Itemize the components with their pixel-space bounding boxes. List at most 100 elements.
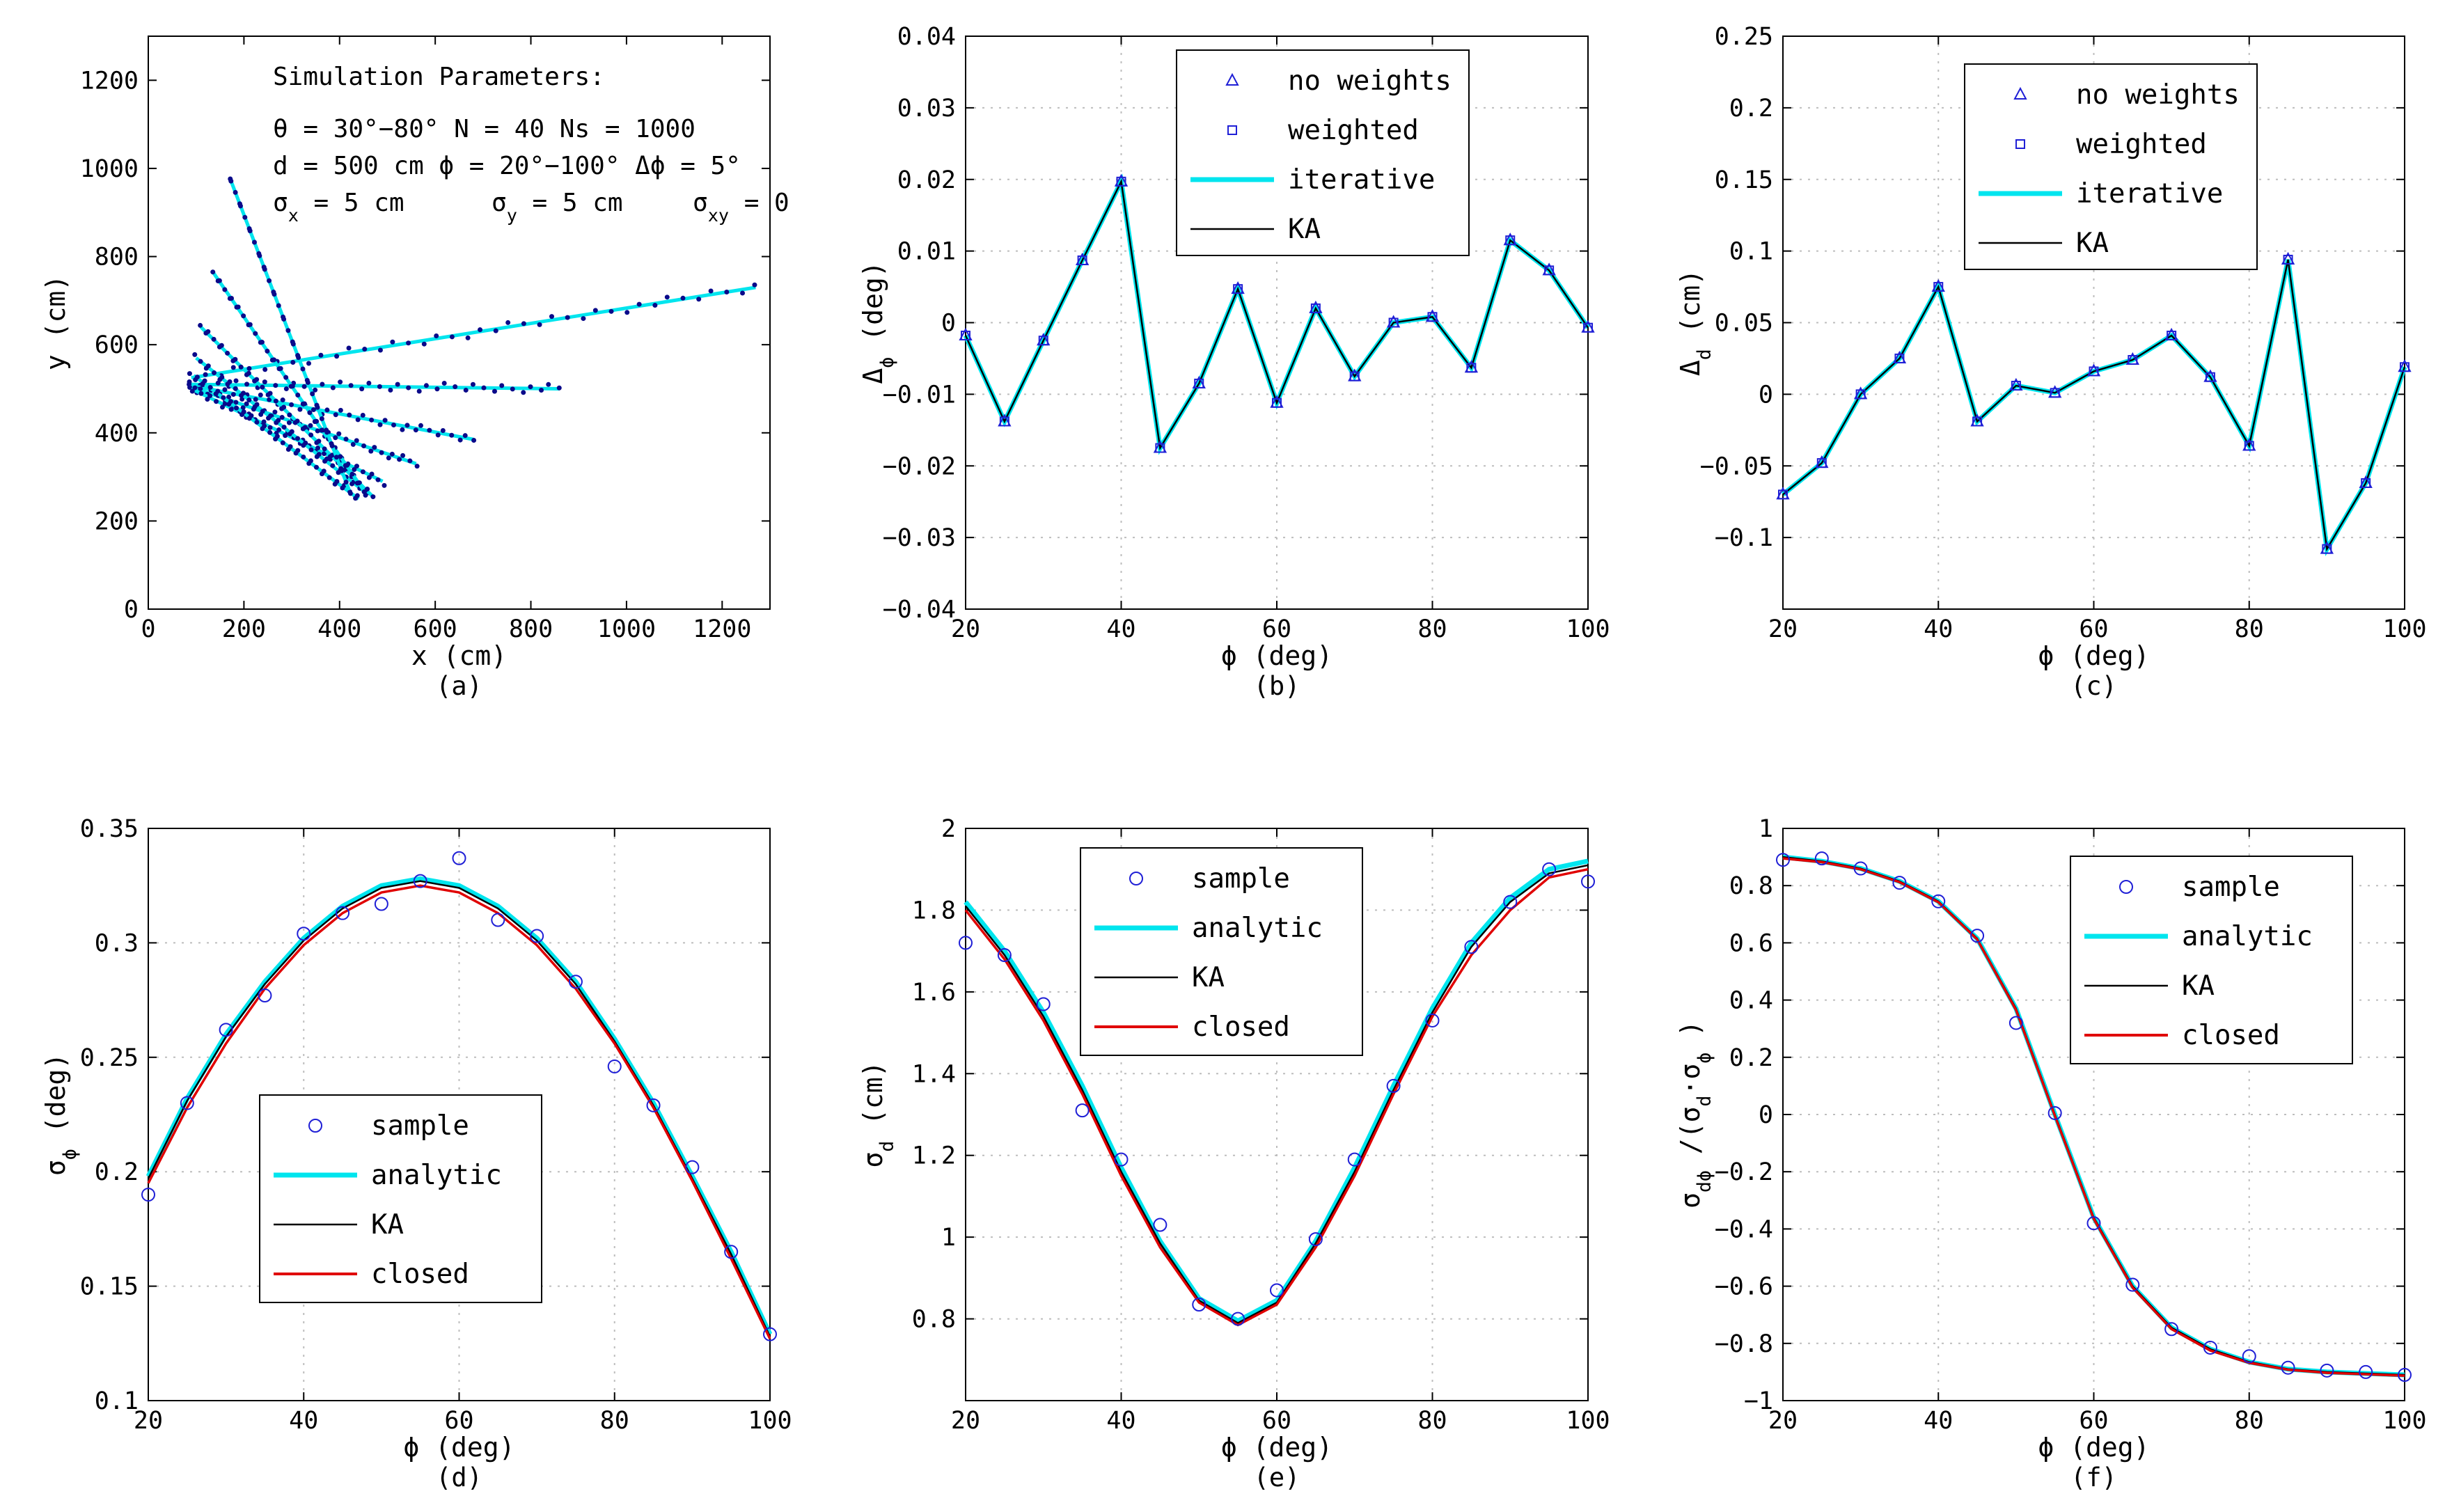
track-line bbox=[191, 285, 756, 380]
panel-caption: (e) bbox=[1254, 1463, 1300, 1493]
track-point bbox=[290, 384, 295, 389]
marker-no-weights bbox=[1075, 252, 1090, 265]
x-axis-label: ϕ (deg) bbox=[2038, 1432, 2149, 1463]
legend-label: KA bbox=[1288, 214, 1321, 245]
y-tick-label: 1.4 bbox=[912, 1060, 956, 1088]
marker-no-weights bbox=[1464, 360, 1479, 373]
legend-marker-triangle bbox=[2013, 86, 2027, 100]
legend-box bbox=[1176, 49, 1470, 256]
legend-label: analytic bbox=[2182, 921, 2313, 952]
track-point bbox=[259, 340, 265, 345]
x-axis-label: ϕ (deg) bbox=[1221, 640, 1332, 671]
track-point bbox=[258, 392, 263, 397]
track-point bbox=[528, 384, 533, 390]
series-analytic bbox=[964, 858, 1589, 1324]
track-point bbox=[286, 420, 292, 425]
legend-label: sample bbox=[371, 1110, 469, 1142]
track-point bbox=[283, 375, 289, 380]
track-point bbox=[404, 423, 410, 428]
track-point bbox=[207, 393, 213, 398]
track-point bbox=[246, 397, 252, 403]
track-point bbox=[316, 452, 322, 457]
track-point bbox=[463, 387, 469, 393]
series-ka bbox=[964, 178, 1589, 451]
y-tick-label: 1.8 bbox=[912, 897, 956, 924]
y-tick-label: 0.25 bbox=[1715, 23, 1773, 51]
y-tick-label: −0.02 bbox=[883, 452, 956, 480]
x-tick-label: 100 bbox=[2382, 1407, 2426, 1435]
track-point bbox=[505, 320, 511, 325]
track-point bbox=[440, 427, 446, 433]
y-tick-label: 0.03 bbox=[897, 95, 956, 123]
track-point bbox=[492, 388, 497, 394]
x-tick-label: 80 bbox=[600, 1407, 629, 1435]
track-point bbox=[366, 380, 372, 386]
track-point bbox=[334, 479, 340, 485]
track-point bbox=[260, 409, 265, 414]
track-point bbox=[315, 445, 321, 450]
track-point bbox=[276, 418, 281, 423]
track-point bbox=[390, 339, 395, 345]
track-point bbox=[361, 489, 367, 494]
marker-no-weights bbox=[2164, 327, 2178, 341]
track-point bbox=[262, 423, 267, 429]
track-point bbox=[225, 350, 230, 356]
track-point bbox=[435, 432, 441, 438]
track-point bbox=[333, 412, 338, 418]
legend-label: weighted bbox=[1288, 115, 1419, 146]
y-tick-label: 0.2 bbox=[95, 1158, 139, 1186]
legend-label: iterative bbox=[2076, 178, 2223, 210]
track-point bbox=[273, 398, 278, 404]
y-tick-label: −0.4 bbox=[1715, 1215, 1773, 1243]
panel-caption: (d) bbox=[436, 1463, 482, 1493]
track-point bbox=[295, 436, 301, 441]
track-point bbox=[219, 342, 224, 348]
track-line bbox=[189, 383, 474, 441]
track-point bbox=[471, 437, 477, 443]
y-tick-label: 0 bbox=[941, 310, 956, 338]
track-point bbox=[449, 334, 455, 340]
track-point bbox=[338, 454, 343, 459]
x-tick-label: 40 bbox=[1106, 1407, 1135, 1435]
marker-no-weights bbox=[2086, 363, 2101, 377]
track-point bbox=[499, 383, 505, 388]
track-point bbox=[239, 396, 245, 402]
marker-sample bbox=[1270, 1283, 1284, 1298]
track-point bbox=[556, 385, 562, 391]
x-tick-label: 20 bbox=[134, 1407, 163, 1435]
legend-label: sample bbox=[2182, 872, 2280, 903]
track-point bbox=[521, 321, 526, 326]
track-point bbox=[290, 341, 296, 347]
marker-no-weights bbox=[1192, 375, 1206, 388]
track-point bbox=[189, 388, 195, 394]
marker-no-weights bbox=[2242, 438, 2256, 451]
track-point bbox=[241, 391, 246, 396]
marker-sample bbox=[1464, 940, 1479, 954]
track-point bbox=[413, 427, 418, 433]
marker-no-weights bbox=[1970, 414, 1984, 427]
marker-sample bbox=[297, 927, 311, 941]
track-line bbox=[190, 382, 560, 391]
track-point bbox=[261, 419, 267, 425]
track-point bbox=[238, 364, 244, 370]
marker-sample bbox=[219, 1023, 233, 1037]
track-point bbox=[434, 333, 439, 338]
track-point bbox=[222, 401, 228, 407]
y-axis-label: y (cm) bbox=[40, 275, 71, 370]
marker-sample bbox=[763, 1327, 777, 1341]
track-point bbox=[346, 345, 352, 351]
track-point bbox=[268, 413, 274, 418]
track-point bbox=[242, 214, 248, 220]
sim-sigma-xy: σxy = 0 bbox=[693, 189, 789, 226]
track-point bbox=[368, 448, 374, 454]
x-tick-label: 80 bbox=[2235, 615, 2264, 643]
y-tick-label: 0.3 bbox=[95, 929, 139, 957]
track-point bbox=[308, 423, 313, 428]
track-point bbox=[696, 297, 702, 302]
x-tick-label: 80 bbox=[1417, 615, 1447, 643]
marker-sample bbox=[1386, 1078, 1401, 1093]
track-point bbox=[423, 383, 429, 388]
track-point bbox=[379, 450, 384, 455]
track-point bbox=[449, 432, 455, 438]
track-point bbox=[254, 402, 260, 407]
